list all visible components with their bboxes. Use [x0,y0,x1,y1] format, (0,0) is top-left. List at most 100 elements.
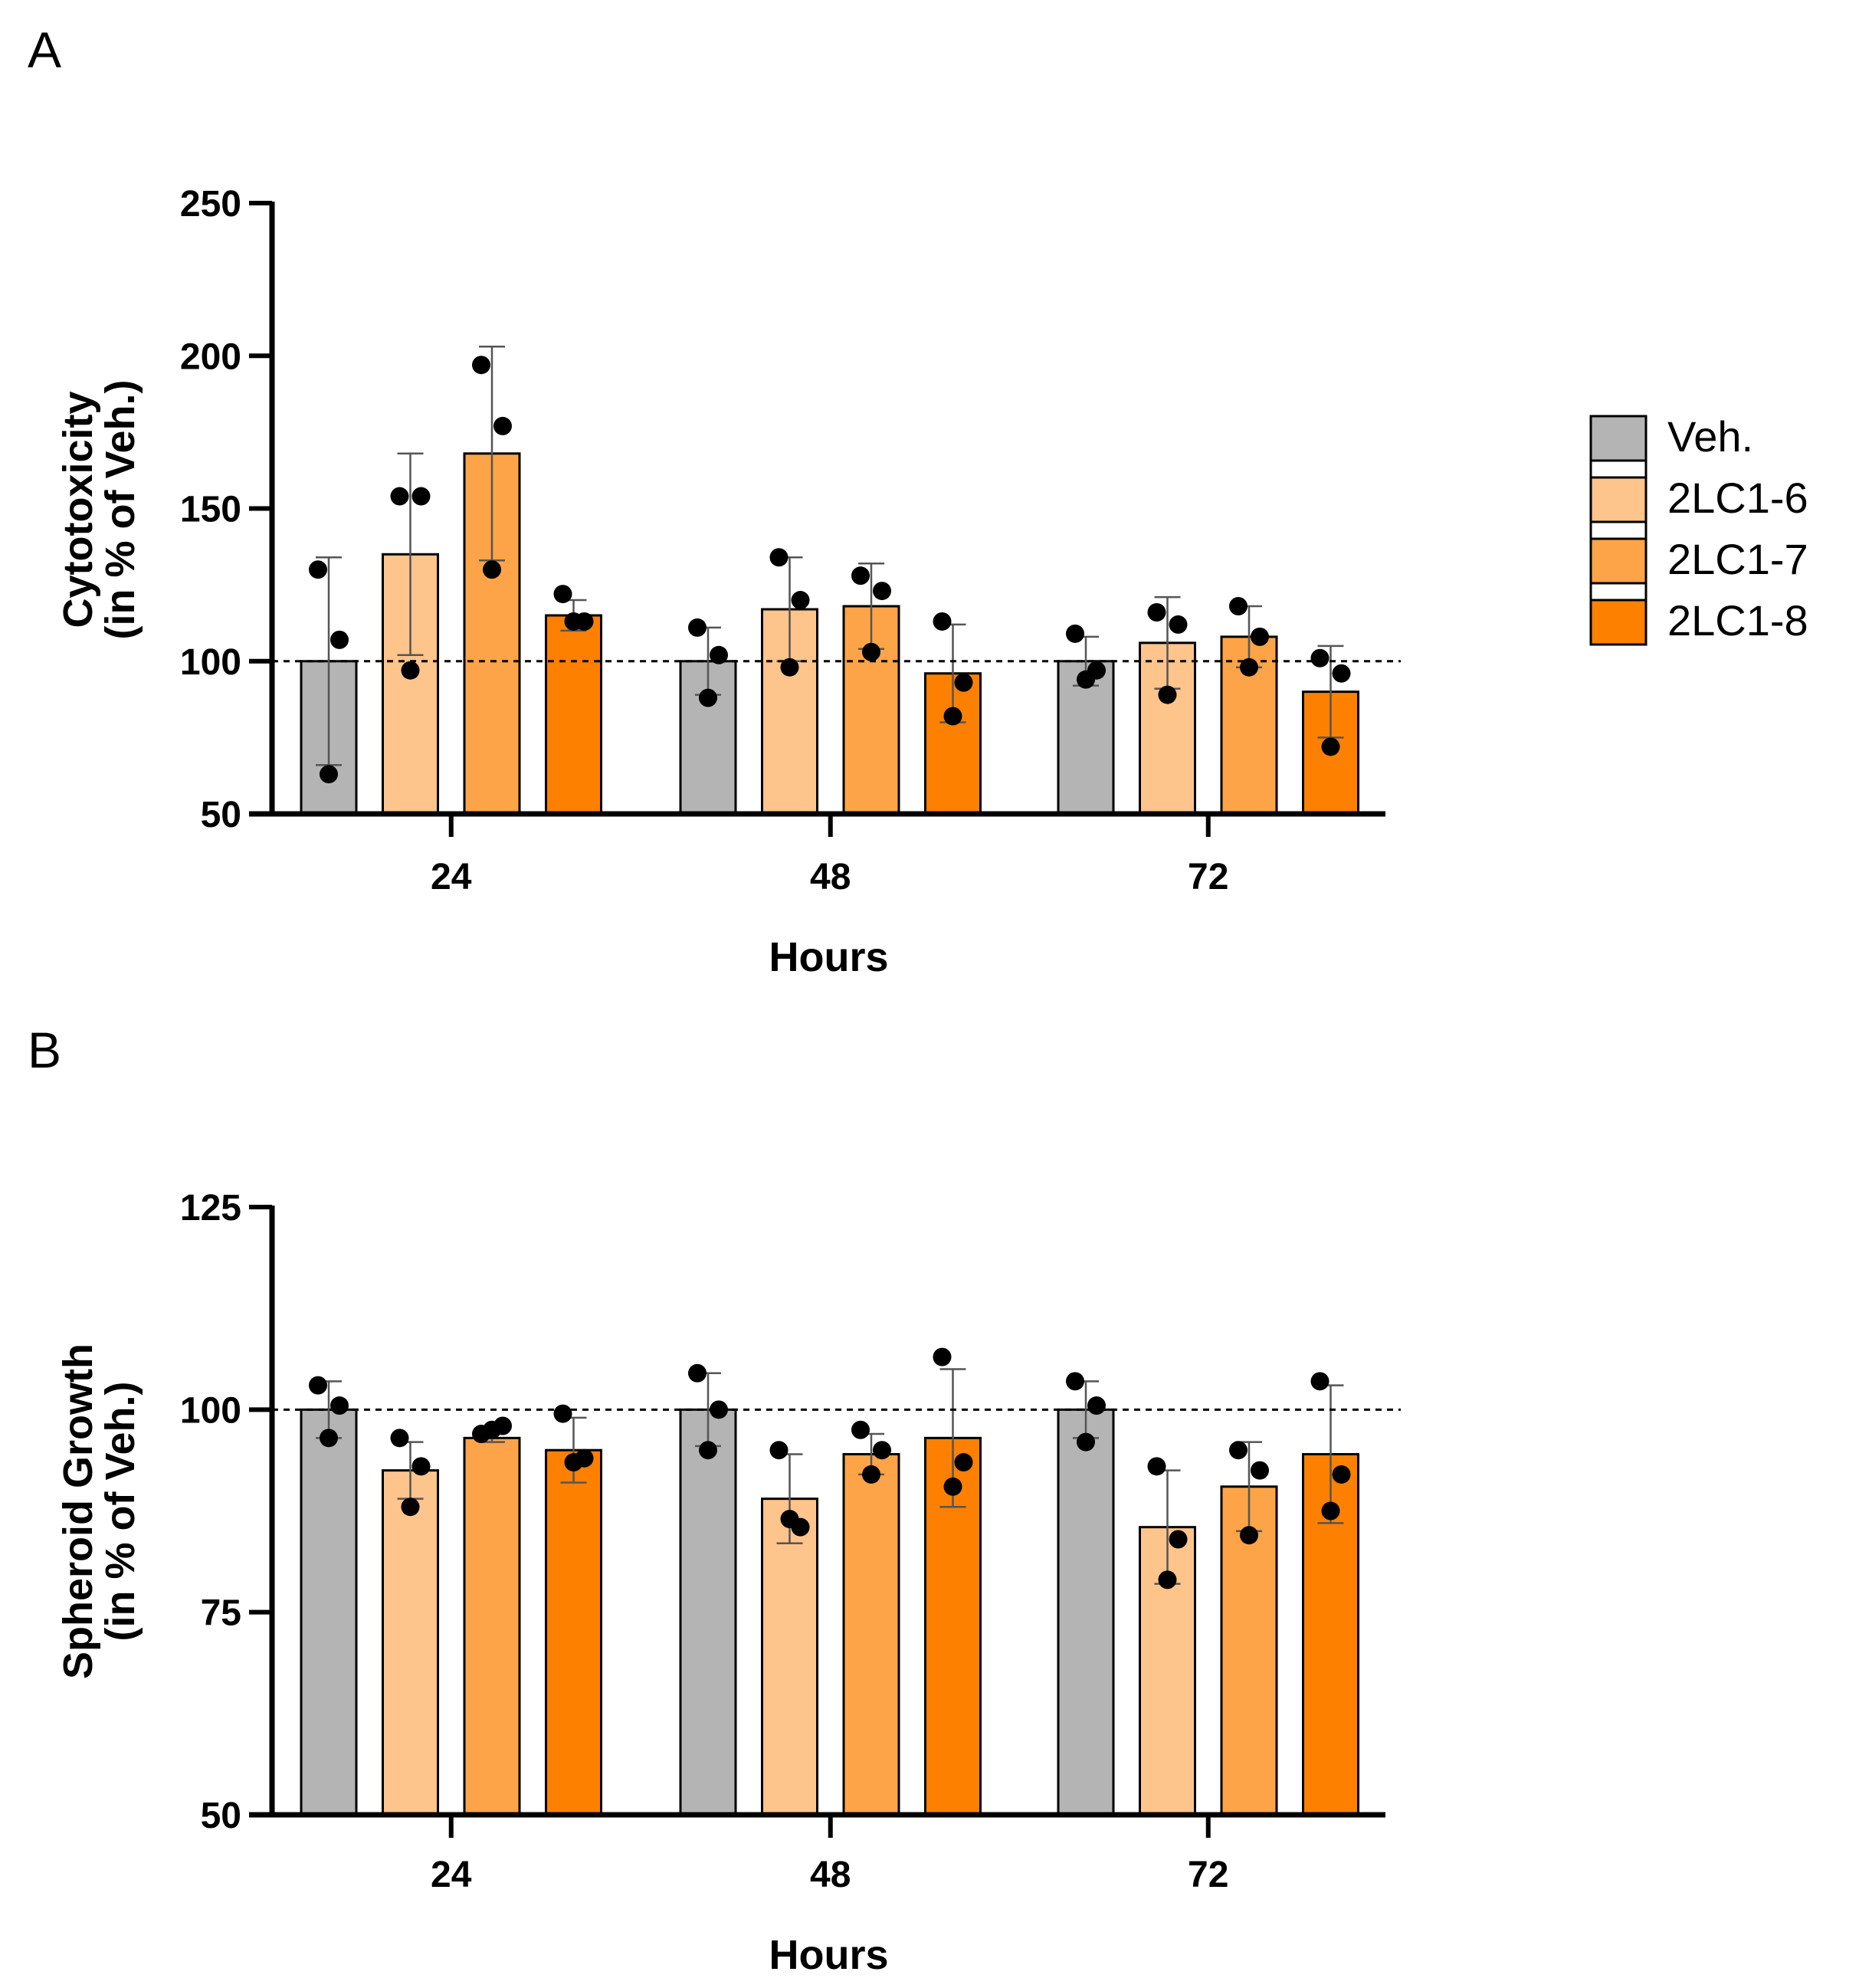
data-point [1169,1530,1188,1549]
data-point [390,487,409,506]
bar [1057,1408,1115,1816]
data-point [933,1347,952,1366]
data-point [1251,627,1269,646]
data-point [1229,1441,1248,1460]
data-point [699,1441,717,1460]
data-point [553,1404,572,1423]
legend-label: 2LC1-7 [1667,535,1808,583]
legend-label: 2LC1-6 [1667,474,1808,522]
data-point [1087,1396,1106,1416]
data-point [862,642,880,661]
data-point [1077,1432,1095,1452]
data-point [851,1420,870,1439]
data-point [710,645,728,664]
x-tick-label: 48 [810,857,851,897]
legend-spacer [1589,520,1648,540]
data-point [1310,1372,1329,1391]
panel-b: B 50 75 100 125 24 48 72 Hours Spheroid Growth(in… [28,1022,1401,1978]
data-point [401,1498,420,1517]
data-point [791,591,810,610]
data-point [1310,648,1329,668]
data-point [483,560,501,579]
data-point [1332,1465,1351,1484]
data-point [710,1400,728,1419]
data-point [411,1457,431,1476]
legend-swatch [1589,476,1648,523]
y-tick-label: 125 [180,1188,241,1229]
data-point [1229,597,1248,616]
y-tick-label: 50 [201,795,241,835]
data-point [1321,737,1340,756]
y-tick-label: 250 [180,184,241,225]
y-axis-title-line1: Cytotoxicity [55,391,101,628]
legend-label: 2LC1-8 [1667,596,1808,645]
panel-letter: A [28,21,61,78]
data-point [1066,624,1084,643]
data-point [873,1441,891,1460]
data-point [1077,670,1095,689]
data-point [688,1363,707,1383]
bar [545,614,602,815]
data-point [1147,1457,1166,1476]
x-axis-title: Hours [769,934,888,980]
data-point [1332,664,1351,683]
data-point [1158,685,1177,704]
data-point [873,582,891,601]
data-point [493,416,512,435]
y-tick-label: 100 [180,642,241,683]
legend-spacer [1589,459,1648,479]
data-point [769,548,789,567]
data-point [564,1453,583,1472]
bar [300,1408,358,1816]
bar [545,1448,602,1816]
data-point [472,356,490,375]
legend-swatch [1589,537,1648,585]
data-point [401,661,420,680]
y-tick-label: 200 [180,336,241,377]
data-point [1147,602,1166,622]
legend-swatch [1589,415,1648,462]
data-point [320,1429,338,1448]
bar [463,1436,521,1816]
data-point [943,707,962,726]
legend-spacer [1589,582,1648,602]
x-axis-title: Hours [769,1932,888,1978]
y-tick-label: 50 [201,1796,241,1836]
data-point [769,1441,789,1460]
data-point [1321,1501,1340,1521]
data-point [390,1429,409,1448]
data-point [1240,1526,1258,1545]
data-point [699,688,717,707]
data-point [1169,615,1188,634]
data-point [688,618,707,637]
y-tick-label: 100 [180,1390,241,1431]
data-point [851,566,870,586]
panel-letter: B [28,1022,61,1078]
y-tick-label: 150 [180,490,241,530]
panel-a: A 50 100 150 200 250 24 48 72 Hours Cytotoxicity(i… [28,21,1401,980]
data-point [309,1376,327,1395]
data-point [411,487,431,506]
bar [842,1452,900,1816]
data-point [553,585,572,604]
data-point [1240,658,1258,677]
data-point [780,1510,799,1529]
x-tick-label: 24 [431,857,472,897]
x-tick-label: 72 [1188,1855,1228,1895]
data-point [933,612,952,631]
data-point [1251,1461,1269,1480]
legend-swatch [1589,599,1648,646]
data-point [943,1477,962,1496]
y-axis-title-line2: (in % of Veh.) [97,379,143,639]
x-tick-label: 24 [431,1855,472,1895]
data-point [954,673,973,692]
data-point [1158,1570,1177,1589]
data-point [483,1420,501,1439]
bar [679,1408,737,1816]
data-point [564,612,583,631]
bar [761,1498,818,1816]
y-axis-title-line1: Spheroid Growth [55,1343,101,1679]
data-point [1066,1372,1084,1391]
x-tick-label: 48 [810,1855,851,1895]
